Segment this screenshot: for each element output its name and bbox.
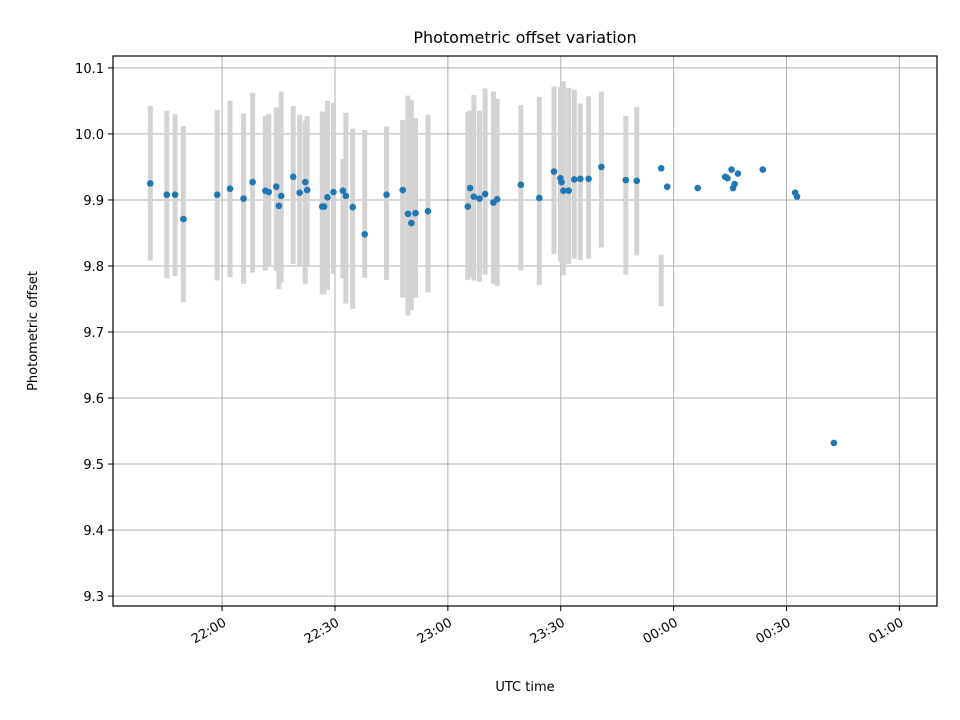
- data-point: [476, 195, 483, 202]
- data-point: [277, 192, 285, 200]
- plot-frame: [112, 55, 938, 607]
- y-tick-label: 10.0: [75, 128, 104, 143]
- data-point: [424, 207, 432, 215]
- data-point: [694, 184, 702, 192]
- data-point: [272, 183, 280, 191]
- y-tick-label: 9.4: [83, 524, 104, 539]
- y-tick-label: 9.7: [83, 326, 104, 341]
- data-point: [408, 219, 415, 227]
- data-point: [324, 193, 331, 201]
- data-point: [517, 181, 525, 189]
- data-point: [303, 186, 311, 194]
- data-point: [383, 191, 390, 198]
- data-point: [493, 195, 501, 203]
- y-tick-label: 9.6: [83, 392, 104, 407]
- data-point: [759, 166, 767, 173]
- y-tick-label: 9.3: [83, 590, 104, 605]
- data-point: [560, 187, 567, 194]
- data-point: [226, 185, 234, 193]
- y-tick-label: 9.9: [83, 194, 104, 209]
- data-point: [296, 189, 303, 196]
- data-point: [577, 175, 584, 183]
- data-point: [249, 178, 256, 186]
- data-point: [163, 191, 171, 198]
- data-point: [275, 202, 283, 210]
- data-point: [412, 209, 419, 217]
- data-point: [146, 180, 154, 187]
- data-point: [466, 184, 474, 192]
- data-point: [585, 175, 592, 183]
- data-point: [558, 178, 565, 186]
- data-point: [320, 203, 328, 210]
- chart-title: Photometric offset variation: [413, 28, 636, 47]
- data-point: [481, 190, 489, 198]
- data-point: [349, 203, 356, 211]
- data-point: [570, 176, 578, 183]
- data-point: [731, 180, 738, 188]
- data-point: [793, 193, 801, 200]
- data-point: [657, 164, 665, 172]
- data-point: [301, 178, 309, 186]
- data-point: [330, 188, 337, 196]
- data-point: [734, 170, 742, 177]
- x-axis-label: UTC time: [495, 680, 554, 695]
- data-point: [830, 439, 838, 447]
- y-tick-label: 9.8: [83, 260, 104, 275]
- data-point: [265, 188, 273, 196]
- data-point: [404, 210, 412, 218]
- data-point: [289, 173, 297, 181]
- y-tick-label: 9.5: [83, 458, 104, 473]
- data-point: [470, 193, 478, 200]
- data-point: [464, 203, 472, 210]
- data-point: [361, 230, 369, 238]
- data-point: [622, 176, 630, 184]
- data-point: [728, 166, 735, 173]
- data-point: [399, 186, 407, 194]
- data-point: [339, 187, 347, 194]
- data-point: [598, 163, 605, 171]
- data-point: [663, 183, 671, 191]
- y-axis: 9.3 9.4 9.5 9.6 9.7 9.8 9.9 10.0 10.1: [75, 62, 113, 605]
- grid: [113, 56, 937, 606]
- data-point: [180, 215, 187, 223]
- y-axis-label: Photometric offset: [26, 271, 41, 391]
- y-tick-label: 10.1: [75, 62, 104, 77]
- data-point: [633, 177, 641, 185]
- data-point: [565, 187, 572, 194]
- data-point: [213, 191, 221, 198]
- data-point: [342, 192, 350, 200]
- data-point: [240, 195, 247, 202]
- data-point: [550, 168, 558, 175]
- data-points: [146, 163, 838, 447]
- data-point: [535, 194, 543, 202]
- data-point: [724, 174, 731, 182]
- data-point: [171, 191, 179, 198]
